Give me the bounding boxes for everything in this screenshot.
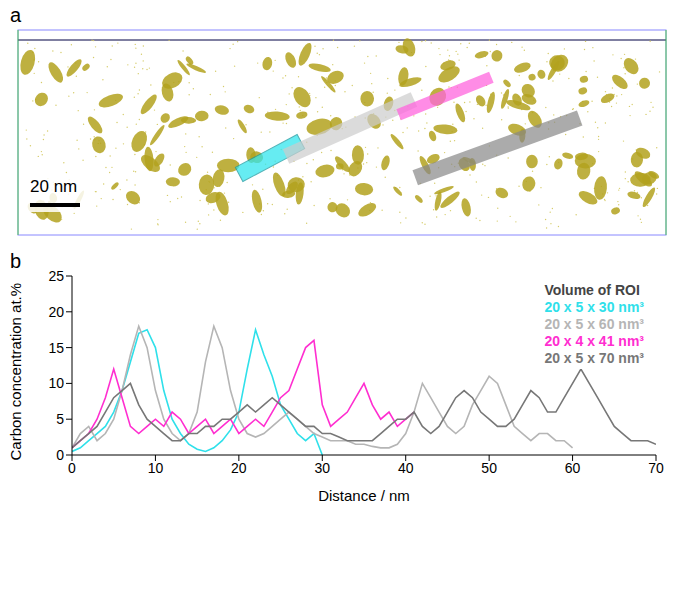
svg-text:50: 50	[481, 460, 497, 476]
html-text:b: b	[10, 250, 22, 272]
html-text:20 x 5 x 30 nm³: 20 x 5 x 30 nm³	[544, 299, 644, 315]
svg-text:10: 10	[48, 375, 64, 391]
svg-text:70: 70	[648, 460, 664, 476]
svg-text:Carbon concentration at.%: Carbon concentration at.%	[7, 283, 24, 461]
svg-text:30: 30	[314, 460, 330, 476]
svg-text:20: 20	[231, 460, 247, 476]
svg-text:10: 10	[148, 460, 164, 476]
svg-text:40: 40	[398, 460, 414, 476]
svg-text:0: 0	[56, 447, 64, 463]
svg-text:20 nm: 20 nm	[30, 177, 77, 196]
svg-text:20: 20	[48, 304, 64, 320]
html-text:20 x 4 x 41 nm³: 20 x 4 x 41 nm³	[544, 333, 644, 349]
svg-text:0: 0	[68, 460, 76, 476]
svg-text:25: 25	[48, 268, 64, 284]
svg-text:15: 15	[48, 340, 64, 356]
svg-text:Distance / nm: Distance / nm	[318, 487, 410, 504]
svg-text:a: a	[10, 4, 22, 26]
svg-text:5: 5	[56, 411, 64, 427]
html-text:20 x 5 x 60 nm³: 20 x 5 x 60 nm³	[544, 316, 644, 332]
svg-text:60: 60	[565, 460, 581, 476]
html-text:20 x 5 x 70 nm³: 20 x 5 x 70 nm³	[544, 350, 644, 366]
html-text:Volume of ROI: Volume of ROI	[544, 282, 640, 298]
